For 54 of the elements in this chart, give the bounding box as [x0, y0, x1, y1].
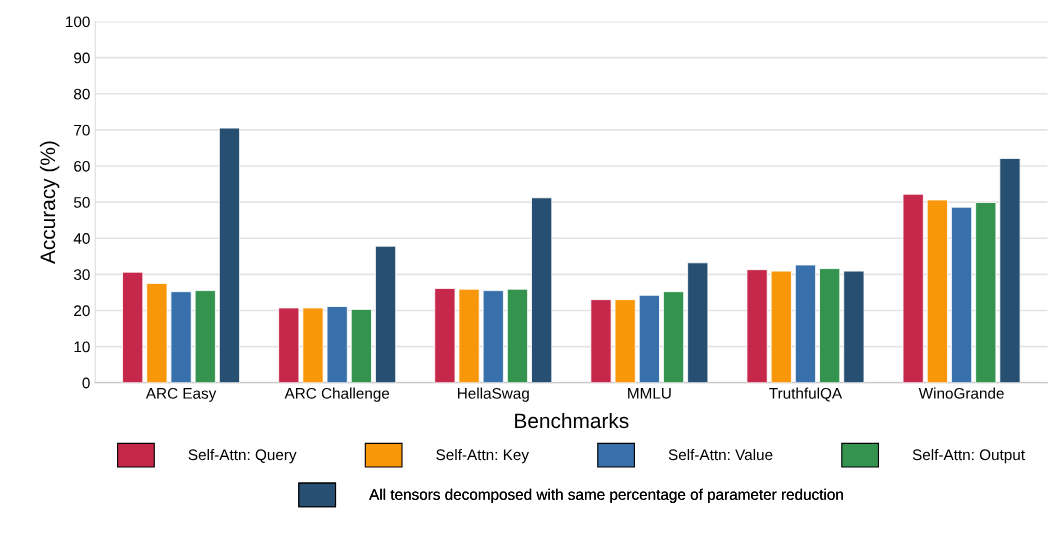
bar	[590, 299, 612, 383]
y-tick-label: 60	[74, 160, 90, 172]
x-tick-label: MMLU	[628, 388, 671, 399]
bar	[746, 269, 768, 383]
bar	[302, 307, 324, 383]
y-tick-label: 50	[73, 196, 90, 208]
y-tick-label: 20	[74, 305, 90, 317]
bar	[770, 270, 792, 383]
x-tick-label: TruthfulQA	[769, 387, 843, 402]
legend-label: Self-Attn: Value	[668, 448, 773, 461]
bar	[170, 291, 192, 383]
x-tick-label: ARC Challenge	[284, 387, 390, 402]
bar	[794, 264, 817, 383]
legend-label: Self-Attn: Key	[436, 448, 529, 464]
bar	[482, 290, 504, 383]
x-tick-label: ARC Easy	[145, 387, 217, 402]
y-tick-label: 100	[66, 16, 90, 28]
legend-label: Self-Attn: Query	[188, 448, 297, 464]
bar	[506, 288, 529, 383]
bar	[218, 127, 241, 383]
x-tick-label: HellaSwag	[458, 387, 529, 402]
bar	[434, 288, 456, 383]
bar	[375, 245, 397, 383]
y-tick-label: 30	[73, 269, 90, 281]
bar	[146, 282, 168, 383]
bar	[902, 193, 924, 383]
bar	[194, 290, 216, 383]
y-tick-label: 70	[74, 124, 90, 136]
y-tick-label: 90	[74, 52, 90, 64]
bar	[663, 291, 685, 383]
legend-label: All tensors decomposed with same percentage of parameter reduction	[369, 488, 843, 503]
x-axis-title: Benchmarks	[515, 412, 629, 429]
bar	[638, 294, 660, 383]
bar	[926, 199, 948, 383]
bar	[843, 270, 865, 383]
bar	[531, 197, 553, 383]
bar	[326, 306, 348, 383]
y-tick-label: 80	[74, 88, 90, 100]
bar	[819, 268, 841, 383]
bar	[350, 308, 372, 383]
bar	[999, 158, 1021, 383]
legend-label: Self-Attn: Output	[912, 448, 1025, 464]
y-tick-label: 10	[74, 341, 90, 353]
bar	[975, 202, 997, 383]
bar	[687, 262, 709, 383]
y-tick-label: 40	[73, 233, 90, 244]
y-axis-title: Accuracy (%)	[39, 141, 60, 265]
bar	[458, 288, 480, 383]
bar	[278, 307, 300, 383]
bar	[122, 271, 144, 383]
y-tick-label: 0	[82, 377, 90, 389]
bar	[614, 299, 636, 383]
x-tick-label: WinoGrande	[918, 387, 1004, 399]
bar	[951, 206, 973, 383]
